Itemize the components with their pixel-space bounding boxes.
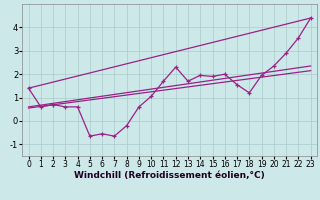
X-axis label: Windchill (Refroidissement éolien,°C): Windchill (Refroidissement éolien,°C) <box>74 171 265 180</box>
